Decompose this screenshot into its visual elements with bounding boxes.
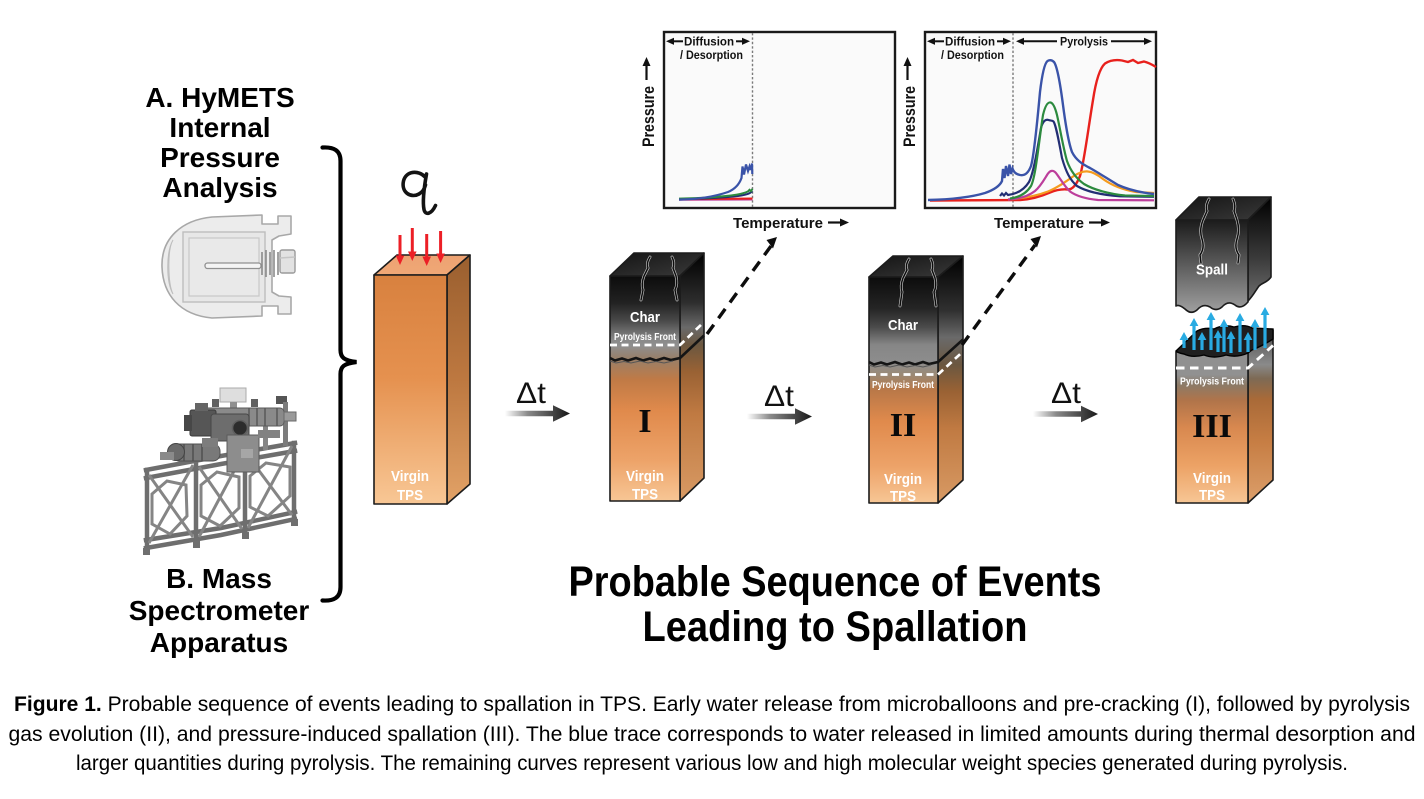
svg-text:TPS: TPS — [1199, 487, 1225, 504]
svg-text:Δt: Δt — [764, 380, 795, 413]
svg-text:B. Mass: B. Mass — [166, 563, 272, 594]
svg-text:Virgin: Virgin — [391, 468, 429, 485]
svg-text:Internal: Internal — [169, 112, 270, 143]
svg-text:TPS: TPS — [632, 486, 658, 503]
svg-text:gas evolution (II), and pressu: gas evolution (II), and pressure-induced… — [9, 723, 1416, 746]
svg-text:Diffusion: Diffusion — [945, 35, 995, 49]
svg-text:A. HyMETS: A. HyMETS — [145, 82, 294, 113]
svg-text:Spall: Spall — [1196, 262, 1228, 279]
svg-text:Pressure: Pressure — [900, 86, 919, 147]
svg-text:/ Desorption: / Desorption — [680, 48, 743, 62]
svg-text:Figure 1. Probable sequence of: Figure 1. Probable sequence of events le… — [14, 693, 1410, 716]
svg-text:TPS: TPS — [397, 487, 423, 504]
svg-text:larger quantities during pyrol: larger quantities during pyrolysis. The … — [76, 752, 1348, 775]
svg-text:Pyrolysis: Pyrolysis — [1060, 35, 1108, 49]
svg-text:Pyrolysis Front: Pyrolysis Front — [872, 380, 935, 391]
svg-text:Char: Char — [630, 309, 660, 326]
svg-text:Pyrolysis Front: Pyrolysis Front — [614, 332, 677, 343]
svg-text:Δt: Δt — [516, 377, 547, 410]
svg-text:Pyrolysis Front: Pyrolysis Front — [1180, 376, 1244, 388]
svg-text:Δt: Δt — [1051, 377, 1082, 410]
svg-text:I: I — [638, 403, 651, 440]
svg-text:II: II — [890, 407, 916, 444]
svg-text:Virgin: Virgin — [626, 468, 664, 485]
svg-text:Temperature: Temperature — [994, 215, 1084, 232]
svg-text:Pressure: Pressure — [160, 142, 280, 173]
svg-text:Apparatus: Apparatus — [150, 627, 288, 658]
svg-text:Diffusion: Diffusion — [684, 35, 734, 49]
svg-text:Char: Char — [888, 317, 918, 334]
svg-text:Virgin: Virgin — [1193, 470, 1231, 487]
svg-text:Analysis: Analysis — [162, 172, 277, 203]
svg-text:Spectrometer: Spectrometer — [129, 595, 310, 626]
svg-text:Temperature: Temperature — [733, 215, 823, 232]
svg-text:/ Desorption: / Desorption — [941, 48, 1004, 62]
svg-text:TPS: TPS — [890, 488, 916, 505]
svg-text:Pressure: Pressure — [639, 86, 658, 147]
svg-text:Leading to Spallation: Leading to Spallation — [643, 603, 1028, 651]
svg-text:III: III — [1192, 408, 1232, 445]
svg-text:Virgin: Virgin — [884, 471, 922, 488]
svg-text:Probable Sequence of Events: Probable Sequence of Events — [569, 558, 1102, 606]
